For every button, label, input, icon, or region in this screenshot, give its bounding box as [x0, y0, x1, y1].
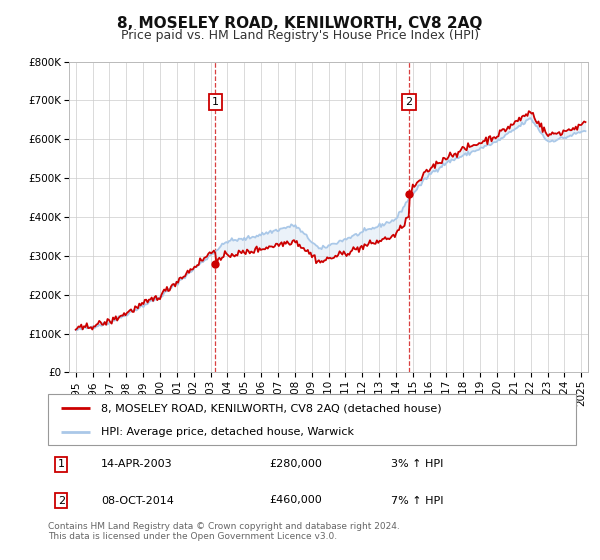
Text: £280,000: £280,000	[270, 459, 323, 469]
Text: 1: 1	[212, 97, 219, 107]
Text: 14-APR-2003: 14-APR-2003	[101, 459, 172, 469]
Text: HPI: Average price, detached house, Warwick: HPI: Average price, detached house, Warw…	[101, 427, 354, 437]
Text: 1: 1	[58, 459, 65, 469]
Text: 2: 2	[405, 97, 412, 107]
Text: 2: 2	[58, 496, 65, 506]
Text: 8, MOSELEY ROAD, KENILWORTH, CV8 2AQ (detached house): 8, MOSELEY ROAD, KENILWORTH, CV8 2AQ (de…	[101, 403, 442, 413]
Text: Contains HM Land Registry data © Crown copyright and database right 2024.
This d: Contains HM Land Registry data © Crown c…	[48, 522, 400, 542]
Text: 7% ↑ HPI: 7% ↑ HPI	[391, 496, 444, 506]
Text: 08-OCT-2014: 08-OCT-2014	[101, 496, 173, 506]
Text: £460,000: £460,000	[270, 496, 323, 506]
Text: 3% ↑ HPI: 3% ↑ HPI	[391, 459, 443, 469]
FancyBboxPatch shape	[48, 394, 576, 445]
Text: 8, MOSELEY ROAD, KENILWORTH, CV8 2AQ: 8, MOSELEY ROAD, KENILWORTH, CV8 2AQ	[118, 16, 482, 31]
Text: Price paid vs. HM Land Registry's House Price Index (HPI): Price paid vs. HM Land Registry's House …	[121, 29, 479, 42]
